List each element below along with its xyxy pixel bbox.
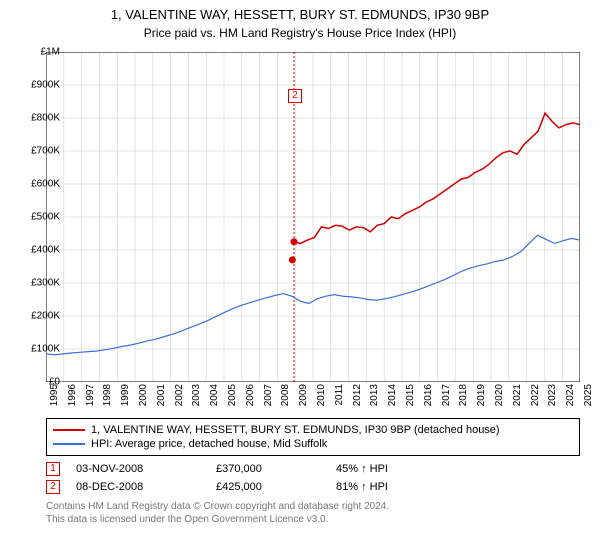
x-tick-label: 1999	[120, 384, 131, 406]
x-tick-label: 2002	[174, 384, 185, 406]
x-tick-label: 2020	[494, 384, 505, 406]
y-tick-label: £700K	[31, 146, 60, 157]
x-tick-label: 2012	[352, 384, 363, 406]
x-tick-label: 2009	[298, 384, 309, 406]
x-tick-label: 2016	[423, 384, 434, 406]
x-tick-label: 2003	[191, 384, 202, 406]
y-tick-label: £900K	[31, 80, 60, 91]
chart-subtitle: Price paid vs. HM Land Registry's House …	[0, 24, 600, 40]
x-tick-label: 2013	[369, 384, 380, 406]
x-tick-label: 2023	[547, 384, 558, 406]
x-tick-label: 2014	[387, 384, 398, 406]
chart-svg	[46, 52, 580, 382]
y-tick-label: £300K	[31, 278, 60, 289]
x-tick-label: 2025	[583, 384, 594, 406]
sale-callout-marker: 2	[288, 89, 302, 103]
x-tick-label: 2021	[512, 384, 523, 406]
x-tick-label: 1995	[49, 384, 60, 406]
sale-price: £425,000	[216, 481, 336, 493]
y-tick-label: £100K	[31, 344, 60, 355]
x-tick-label: 2008	[280, 384, 291, 406]
sale-row: 1 03-NOV-2008£370,00045% ↑ HPI	[46, 462, 580, 476]
x-tick-label: 1997	[85, 384, 96, 406]
legend-row: 1, VALENTINE WAY, HESSETT, BURY ST. EDMU…	[53, 423, 573, 437]
x-tick-label: 2017	[441, 384, 452, 406]
footer: Contains HM Land Registry data © Crown c…	[46, 500, 580, 526]
x-tick-label: 1998	[102, 384, 113, 406]
x-tick-label: 2019	[476, 384, 487, 406]
legend-box: 1, VALENTINE WAY, HESSETT, BURY ST. EDMU…	[46, 418, 580, 456]
sale-date: 08-DEC-2008	[76, 481, 216, 493]
x-tick-label: 2007	[263, 384, 274, 406]
y-tick-label: £600K	[31, 179, 60, 190]
y-tick-label: £1M	[41, 47, 60, 58]
sale-row: 2 08-DEC-2008£425,00081% ↑ HPI	[46, 480, 580, 494]
legend-label: 1, VALENTINE WAY, HESSETT, BURY ST. EDMU…	[91, 424, 500, 436]
legend-row: HPI: Average price, detached house, Mid …	[53, 437, 573, 451]
x-tick-label: 2004	[209, 384, 220, 406]
x-tick-label: 2022	[530, 384, 541, 406]
y-tick-label: £400K	[31, 245, 60, 256]
x-tick-label: 2015	[405, 384, 416, 406]
sale-number-box: 2	[46, 480, 60, 494]
x-tick-label: 2011	[334, 384, 345, 406]
sale-number-box: 1	[46, 462, 60, 476]
footer-line2: This data is licensed under the Open Gov…	[46, 514, 328, 525]
y-tick-label: £500K	[31, 212, 60, 223]
x-tick-label: 2018	[458, 384, 469, 406]
legend-swatch	[53, 443, 85, 445]
x-tick-label: 2001	[156, 384, 167, 406]
sale-price: £370,000	[216, 463, 336, 475]
footer-line1: Contains HM Land Registry data © Crown c…	[46, 501, 389, 512]
x-tick-label: 2006	[245, 384, 256, 406]
sale-pct: 81% ↑ HPI	[336, 481, 580, 493]
legend-swatch	[53, 429, 85, 431]
sale-pct: 45% ↑ HPI	[336, 463, 580, 475]
x-tick-label: 2000	[138, 384, 149, 406]
x-tick-label: 1996	[67, 384, 78, 406]
x-tick-label: 2024	[565, 384, 576, 406]
chart-title: 1, VALENTINE WAY, HESSETT, BURY ST. EDMU…	[0, 0, 600, 24]
y-tick-label: £200K	[31, 311, 60, 322]
x-tick-label: 2005	[227, 384, 238, 406]
sale-date: 03-NOV-2008	[76, 463, 216, 475]
y-tick-label: £800K	[31, 113, 60, 124]
legend-block: 1, VALENTINE WAY, HESSETT, BURY ST. EDMU…	[46, 418, 580, 526]
chart-area	[46, 52, 580, 382]
x-tick-label: 2010	[316, 384, 327, 406]
legend-label: HPI: Average price, detached house, Mid …	[91, 438, 327, 450]
